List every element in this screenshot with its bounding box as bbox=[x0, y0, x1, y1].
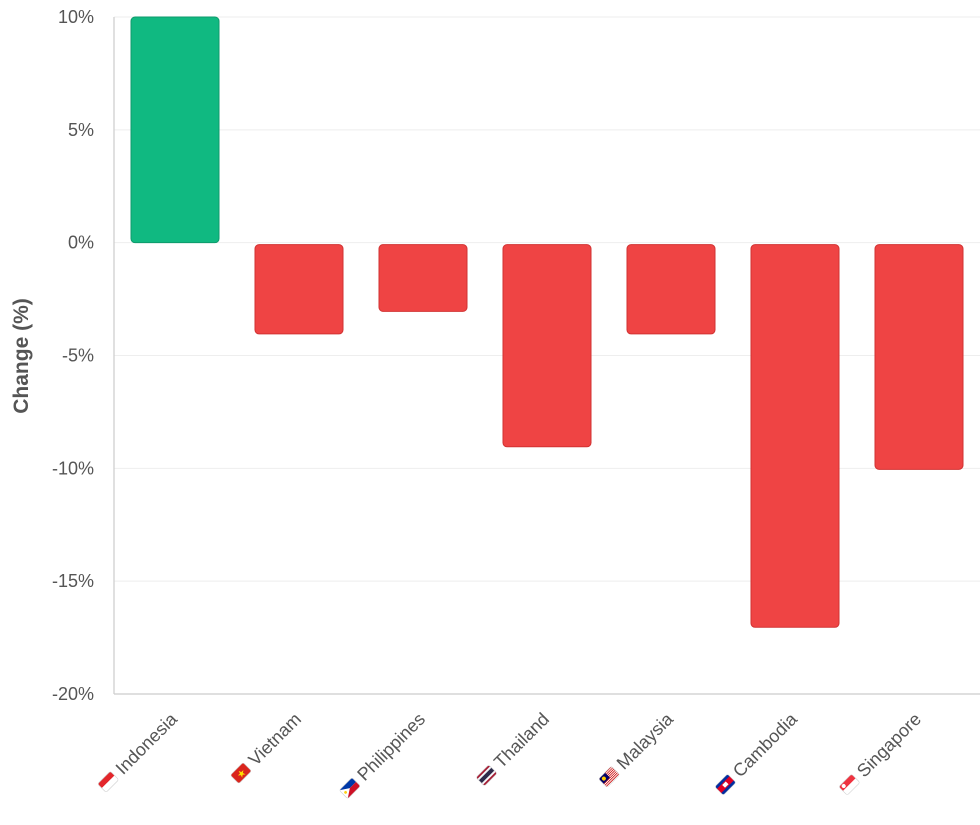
bar-singapore bbox=[874, 244, 964, 470]
x-category-malaysia: Malaysia bbox=[598, 708, 678, 788]
y-tick-label: 5% bbox=[68, 120, 94, 140]
bar-cambodia bbox=[750, 244, 840, 628]
axes bbox=[113, 17, 980, 695]
singapore-flag-icon bbox=[838, 774, 860, 796]
x-category-vietnam: Vietnam★ bbox=[230, 709, 305, 784]
bar-malaysia bbox=[626, 244, 716, 335]
x-tick-label: Malaysia bbox=[613, 708, 678, 773]
bar-thailand bbox=[502, 244, 592, 448]
y-tick-label: -20% bbox=[52, 684, 94, 704]
x-tick-label: Vietnam bbox=[244, 709, 305, 770]
y-axis-ticks: 10% 5% 0% -5% -10% -15% -20% bbox=[52, 7, 94, 704]
x-tick-label: Singapore bbox=[853, 709, 925, 781]
indonesia-flag-icon bbox=[97, 771, 119, 793]
thailand-flag-icon bbox=[475, 764, 498, 787]
x-category-cambodia: Cambodia bbox=[714, 708, 802, 796]
y-tick-label: 10% bbox=[58, 7, 94, 27]
philippines-flag-icon bbox=[339, 777, 361, 799]
y-tick-label: -10% bbox=[52, 458, 94, 478]
x-tick-label: Cambodia bbox=[729, 708, 802, 781]
x-axis-labels: Indonesia Vietnam★ Philippines Thailand Mala… bbox=[97, 708, 925, 799]
x-category-singapore: Singapore bbox=[838, 709, 925, 796]
y-tick-label: 0% bbox=[68, 233, 94, 253]
malaysia-flag-icon bbox=[598, 766, 620, 788]
vietnam-flag-icon: ★ bbox=[230, 762, 252, 784]
x-tick-label: Thailand bbox=[490, 709, 553, 772]
y-tick-label: -5% bbox=[62, 346, 94, 366]
x-tick-label: Philippines bbox=[353, 709, 429, 785]
y-tick-label: -15% bbox=[52, 571, 94, 591]
bar-indonesia bbox=[130, 16, 220, 244]
bar-philippines bbox=[378, 244, 468, 312]
bar-vietnam bbox=[254, 244, 344, 335]
bars bbox=[130, 16, 964, 628]
cambodia-flag-icon bbox=[714, 774, 736, 796]
x-category-indonesia: Indonesia bbox=[97, 708, 182, 793]
x-tick-label: Indonesia bbox=[112, 708, 182, 778]
x-category-thailand: Thailand bbox=[475, 709, 553, 787]
y-axis-label: Change (%) bbox=[10, 298, 33, 414]
x-category-philippines: Philippines bbox=[339, 709, 429, 799]
